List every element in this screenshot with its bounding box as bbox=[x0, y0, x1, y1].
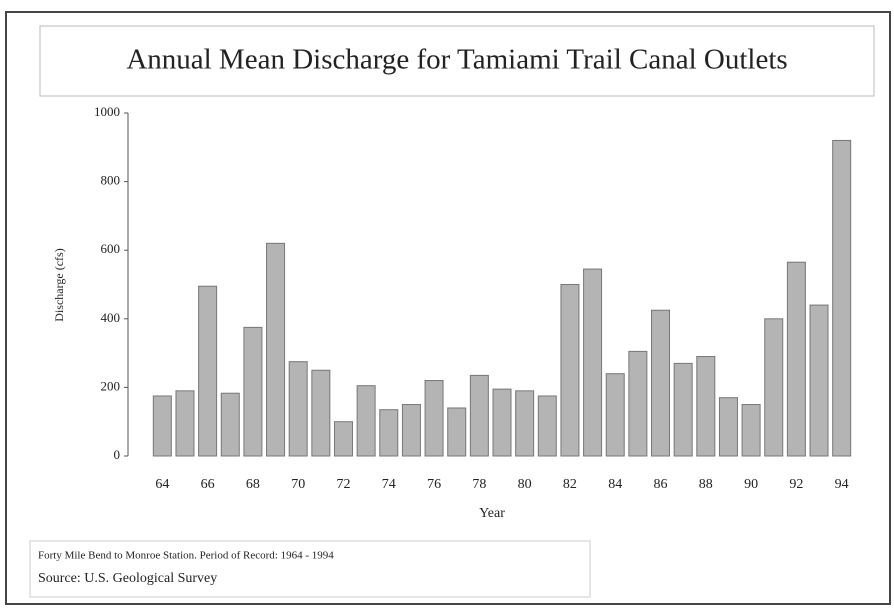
y-tick-label: 400 bbox=[101, 310, 121, 325]
bar bbox=[515, 390, 535, 457]
bar bbox=[809, 304, 829, 457]
frame bbox=[5, 11, 891, 605]
x-tick-label: 90 bbox=[744, 477, 758, 492]
y-tick-label: 200 bbox=[101, 378, 121, 393]
bar bbox=[651, 309, 671, 457]
bar bbox=[288, 361, 308, 457]
bar bbox=[673, 362, 693, 457]
x-tick-label: 64 bbox=[155, 477, 169, 492]
bar bbox=[786, 261, 806, 457]
bar bbox=[741, 404, 761, 457]
bar bbox=[379, 409, 399, 457]
footnote-box bbox=[29, 540, 591, 598]
bar bbox=[469, 374, 489, 457]
bar bbox=[198, 285, 218, 457]
x-tick-label: 84 bbox=[608, 477, 622, 492]
bar bbox=[605, 373, 625, 457]
chart-title: Annual Mean Discharge for Tamiami Trail … bbox=[126, 44, 787, 76]
x-tick-label: 66 bbox=[201, 477, 215, 492]
bar bbox=[356, 385, 376, 457]
bar bbox=[832, 139, 852, 457]
y-tick-label: 1000 bbox=[94, 104, 120, 119]
x-tick-label: 76 bbox=[427, 477, 441, 492]
x-tick-label: 88 bbox=[699, 477, 713, 492]
x-tick-label: 74 bbox=[382, 477, 396, 492]
bar bbox=[718, 397, 738, 457]
bar bbox=[696, 356, 716, 457]
bar bbox=[401, 404, 421, 457]
x-tick-label: 72 bbox=[336, 477, 350, 492]
bar bbox=[492, 388, 512, 457]
bar bbox=[628, 350, 648, 457]
x-tick-label: 68 bbox=[246, 477, 260, 492]
x-axis-label: Year bbox=[479, 506, 505, 521]
x-tick-label: 94 bbox=[835, 477, 849, 492]
bar bbox=[537, 395, 557, 457]
source: Source: U.S. Geological Survey bbox=[38, 571, 217, 586]
x-tick-label: 92 bbox=[789, 477, 803, 492]
bar bbox=[764, 318, 784, 457]
bar bbox=[220, 392, 240, 457]
title-box bbox=[39, 25, 875, 97]
x-tick-label: 86 bbox=[654, 477, 668, 492]
bar bbox=[175, 390, 195, 457]
y-tick-label: 800 bbox=[101, 173, 121, 188]
x-tick-label: 78 bbox=[472, 477, 486, 492]
y-axis-label: Discharge (cfs) bbox=[52, 248, 66, 321]
x-tick-label: 70 bbox=[291, 477, 305, 492]
x-tick-label: 82 bbox=[563, 477, 577, 492]
bar bbox=[152, 395, 172, 457]
bar bbox=[447, 407, 467, 457]
bar bbox=[311, 369, 331, 457]
bar bbox=[333, 421, 353, 457]
bar bbox=[583, 268, 603, 457]
y-tick-label: 600 bbox=[101, 241, 121, 256]
bar bbox=[266, 242, 286, 457]
x-tick-label: 80 bbox=[518, 477, 532, 492]
y-tick-label: 0 bbox=[114, 447, 121, 462]
bar bbox=[424, 380, 444, 457]
footnote: Forty Mile Bend to Monroe Station. Perio… bbox=[38, 550, 334, 562]
bar bbox=[560, 284, 580, 457]
bar bbox=[243, 326, 263, 457]
